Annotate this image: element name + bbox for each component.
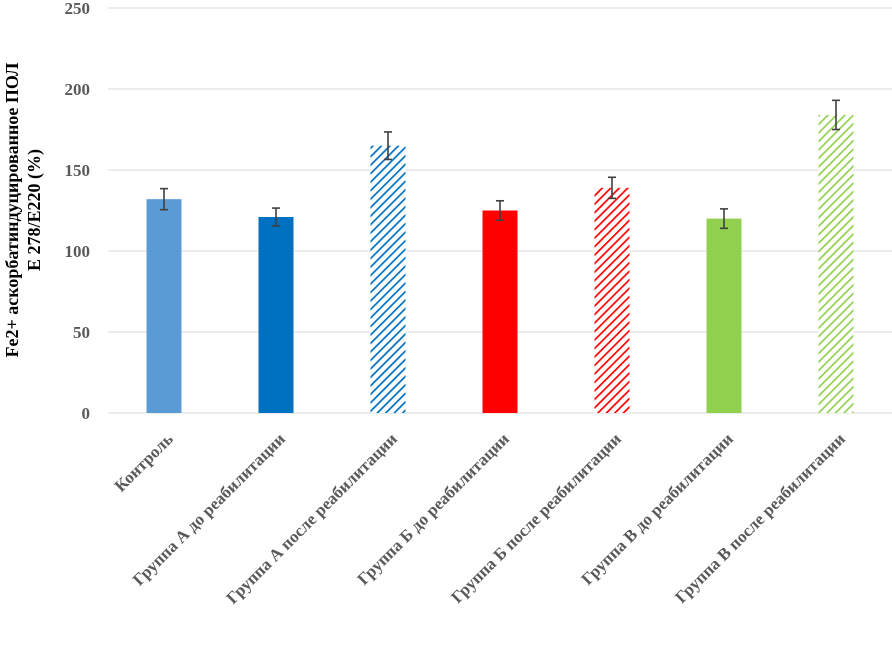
bar-7: [818, 114, 854, 414]
y-tick-label: 200: [65, 80, 91, 99]
error-bar-4: [496, 199, 504, 222]
error-bar-5: [608, 176, 616, 200]
bar-3: [370, 145, 406, 413]
error-bar-6: [720, 208, 728, 230]
bar-2: [258, 216, 294, 413]
x-category-label: Контроль: [111, 429, 177, 495]
bar-5: [594, 187, 630, 413]
y-axis-ticks: 0 50 100 150 200 250: [65, 0, 91, 423]
bar-4: [482, 210, 518, 413]
y-tick-label: 0: [82, 404, 91, 423]
error-bar-2: [272, 207, 280, 227]
error-bar-7: [832, 99, 840, 131]
bars: [146, 114, 854, 414]
y-tick-label: 150: [65, 161, 91, 180]
error-bar-1: [160, 187, 168, 211]
y-tick-label: 250: [65, 0, 91, 18]
y-axis-title-line-1: Fe2+ аскорбатиндуцированное ПОЛ: [2, 62, 22, 357]
bar-6: [706, 218, 742, 413]
error-bar-3: [384, 131, 392, 161]
error-bars: [160, 99, 840, 230]
y-tick-label: 50: [73, 323, 90, 342]
bar-1: [146, 199, 182, 413]
y-axis-title-line-2: Е 278/Е220 (%): [24, 149, 45, 271]
y-tick-label: 100: [65, 242, 91, 261]
y-axis-title: Fe2+ аскорбатиндуцированное ПОЛ Е 278/Е2…: [2, 62, 45, 357]
